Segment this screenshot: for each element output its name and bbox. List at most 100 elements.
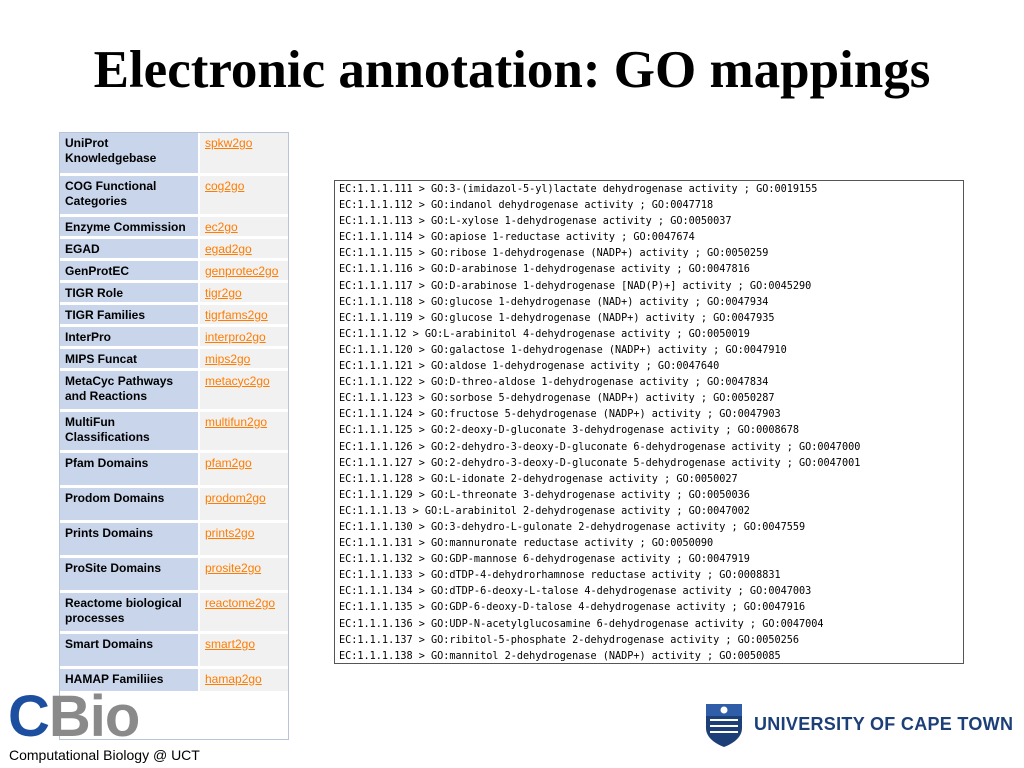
table-row: COG Functional Categories cog2go (60, 174, 288, 217)
mapping-link-cell: metacyc2go (199, 369, 288, 412)
mapping-link-cell: genprotec2go (199, 259, 288, 283)
cbio-logo: CBio Computational Biology @ UCT (8, 685, 223, 765)
source-name: Pfam Domains (60, 451, 200, 488)
ec2go-line: EC:1.1.1.119 > GO:glucose 1-dehydrogenas… (339, 312, 775, 324)
ec2go-line: EC:1.1.1.12 > GO:L-arabinitol 4-dehydrog… (339, 328, 750, 340)
table-row: HAMAP Familiies hamap2go (60, 667, 288, 694)
slide-title: Electronic annotation: GO mappings (93, 41, 931, 99)
ec2go-line: EC:1.1.1.136 > GO:UDP-N-acetylglucosamin… (339, 618, 824, 630)
ec2go-line: EC:1.1.1.123 > GO:sorbose 5-dehydrogenas… (339, 393, 775, 405)
table-row: TIGR Role tigr2go (60, 281, 288, 305)
table-row: EGAD egad2go (60, 237, 288, 261)
ec2go-line: EC:1.1.1.114 > GO:apiose 1-reductase act… (339, 232, 695, 244)
mapping-file-link[interactable]: mips2go (205, 351, 251, 366)
ec2go-line: EC:1.1.1.138 > GO:mannitol 2-dehydrogena… (339, 650, 781, 662)
source-name: Prints Domains (60, 521, 200, 558)
mapping-link-cell: hamap2go (199, 667, 288, 694)
ec2go-line: EC:1.1.1.128 > GO:L-idonate 2-dehydrogen… (339, 473, 738, 485)
source-name: Prodom Domains (60, 486, 200, 523)
mapping-link-cell: tigr2go (199, 281, 288, 305)
table-row: InterPro interpro2go (60, 325, 288, 349)
mapping-link-cell: tigrfams2go (199, 303, 288, 327)
ec2go-line: EC:1.1.1.124 > GO:fructose 5-dehydrogena… (339, 409, 781, 421)
ec2go-line: EC:1.1.1.135 > GO:GDP-6-deoxy-D-talose 4… (339, 602, 806, 614)
table-row: Prodom Domains prodom2go (60, 486, 288, 523)
mapping-file-link[interactable]: interpro2go (205, 329, 266, 344)
cbio-logo-letters: CBio (8, 684, 140, 749)
mapping-table-body: UniProt Knowledgebase spkw2go COG Function… (60, 133, 288, 694)
mapping-link-cell: spkw2go (199, 133, 288, 176)
ec2go-line: EC:1.1.1.112 > GO:indanol dehydrogenase … (339, 200, 714, 212)
mapping-file-link[interactable]: hamap2go (205, 671, 262, 686)
ec2go-line: EC:1.1.1.117 > GO:D-arabinose 1-dehydrog… (339, 280, 812, 292)
mapping-link-cell: prints2go (199, 521, 288, 558)
source-name: MetaCyc Pathways and Reactions (60, 369, 200, 412)
mapping-link-cell: ec2go (199, 215, 288, 239)
source-name: InterPro (60, 325, 200, 349)
table-row: ProSite Domains prosite2go (60, 556, 288, 593)
ec2go-line: EC:1.1.1.130 > GO:3-dehydro-L-gulonate 2… (339, 521, 806, 533)
uct-crest-icon (706, 704, 742, 747)
ec2go-mapping-list: EC:1.1.1.111 > GO:3-(imidazol-5-yl)lacta… (334, 180, 964, 664)
mapping-table-panel: UniProt Knowledgebase spkw2go COG Function… (59, 132, 289, 740)
mapping-table: UniProt Knowledgebase spkw2go COG Function… (60, 133, 288, 694)
source-name: UniProt Knowledgebase (60, 133, 200, 176)
ec2go-line: EC:1.1.1.131 > GO:mannuronate reductase … (339, 538, 714, 550)
mapping-link-cell: cog2go (199, 174, 288, 217)
table-row: Prints Domains prints2go (60, 521, 288, 558)
mapping-file-link[interactable]: prints2go (205, 525, 255, 540)
mapping-link-cell: prosite2go (199, 556, 288, 593)
mapping-file-link[interactable]: spkw2go (205, 136, 253, 150)
ec2go-line: EC:1.1.1.118 > GO:glucose 1-dehydrogenas… (339, 296, 769, 308)
table-row: GenProtEC genprotec2go (60, 259, 288, 283)
table-row: Smart Domains smart2go (60, 632, 288, 669)
table-row: Reactome biological processes reactome2go (60, 591, 288, 634)
uct-logo: UNIVERSITY OF CAPE TOWN (704, 702, 1016, 750)
mapping-link-cell: multifun2go (199, 410, 288, 453)
mapping-file-link[interactable]: tigrfams2go (205, 307, 268, 322)
ec2go-line: EC:1.1.1.113 > GO:L-xylose 1-dehydrogena… (339, 216, 732, 228)
mapping-file-link[interactable]: egad2go (205, 241, 252, 256)
table-row: TIGR Families tigrfams2go (60, 303, 288, 327)
mapping-file-link[interactable]: metacyc2go (205, 373, 270, 388)
source-name: GenProtEC (60, 259, 200, 283)
mapping-file-link[interactable]: smart2go (205, 636, 256, 651)
table-row: Enzyme Commission ec2go (60, 215, 288, 239)
source-name: Smart Domains (60, 632, 200, 669)
table-row: Pfam Domains pfam2go (60, 451, 288, 488)
ec2go-line: EC:1.1.1.116 > GO:D-arabinose 1-dehydrog… (339, 264, 750, 276)
mapping-file-link[interactable]: reactome2go (205, 595, 276, 610)
ec2go-line: EC:1.1.1.13 > GO:L-arabinitol 2-dehydrog… (339, 505, 750, 517)
source-name: COG Functional Categories (60, 174, 200, 217)
mapping-link-cell: prodom2go (199, 486, 288, 523)
mapping-file-link[interactable]: cog2go (205, 178, 245, 193)
mapping-link-cell: interpro2go (199, 325, 288, 349)
ec2go-line: EC:1.1.1.121 > GO:aldose 1-dehydrogenase… (339, 361, 720, 373)
source-name: TIGR Role (60, 281, 200, 305)
mapping-file-link[interactable]: prodom2go (205, 490, 266, 505)
mapping-file-link[interactable]: tigr2go (205, 285, 242, 300)
mapping-link-cell: reactome2go (199, 591, 288, 634)
mapping-file-link[interactable]: pfam2go (205, 455, 252, 470)
ec2go-line: EC:1.1.1.125 > GO:2-deoxy-D-gluconate 3-… (339, 425, 800, 437)
ec2go-line: EC:1.1.1.132 > GO:GDP-mannose 6-dehydrog… (339, 554, 750, 566)
ec2go-line: EC:1.1.1.122 > GO:D-threo-aldose 1-dehyd… (339, 377, 769, 389)
mapping-link-cell: egad2go (199, 237, 288, 261)
mapping-file-link[interactable]: genprotec2go (205, 263, 279, 278)
ec2go-line: EC:1.1.1.115 > GO:ribose 1-dehydrogenase… (339, 248, 769, 260)
source-name: MIPS Funcat (60, 347, 200, 371)
source-name: ProSite Domains (60, 556, 200, 593)
source-name: TIGR Families (60, 303, 200, 327)
mapping-link-cell: mips2go (199, 347, 288, 371)
source-name: HAMAP Familiies (60, 667, 200, 694)
source-name: MultiFun Classifications (60, 410, 200, 453)
ec2go-line: EC:1.1.1.129 > GO:L-threonate 3-dehydrog… (339, 489, 750, 501)
source-name: Enzyme Commission (60, 215, 200, 239)
mapping-file-link[interactable]: multifun2go (205, 414, 268, 429)
ec2go-line: EC:1.1.1.111 > GO:3-(imidazol-5-yl)lacta… (339, 184, 818, 195)
ec2go-line: EC:1.1.1.126 > GO:2-dehydro-3-deoxy-D-gl… (339, 441, 861, 453)
mapping-file-link[interactable]: ec2go (205, 219, 238, 234)
ec2go-line: EC:1.1.1.137 > GO:ribitol-5-phosphate 2-… (339, 634, 800, 646)
mapping-file-link[interactable]: prosite2go (205, 560, 262, 575)
ec2go-line: EC:1.1.1.127 > GO:2-dehydro-3-deoxy-D-gl… (339, 457, 861, 469)
